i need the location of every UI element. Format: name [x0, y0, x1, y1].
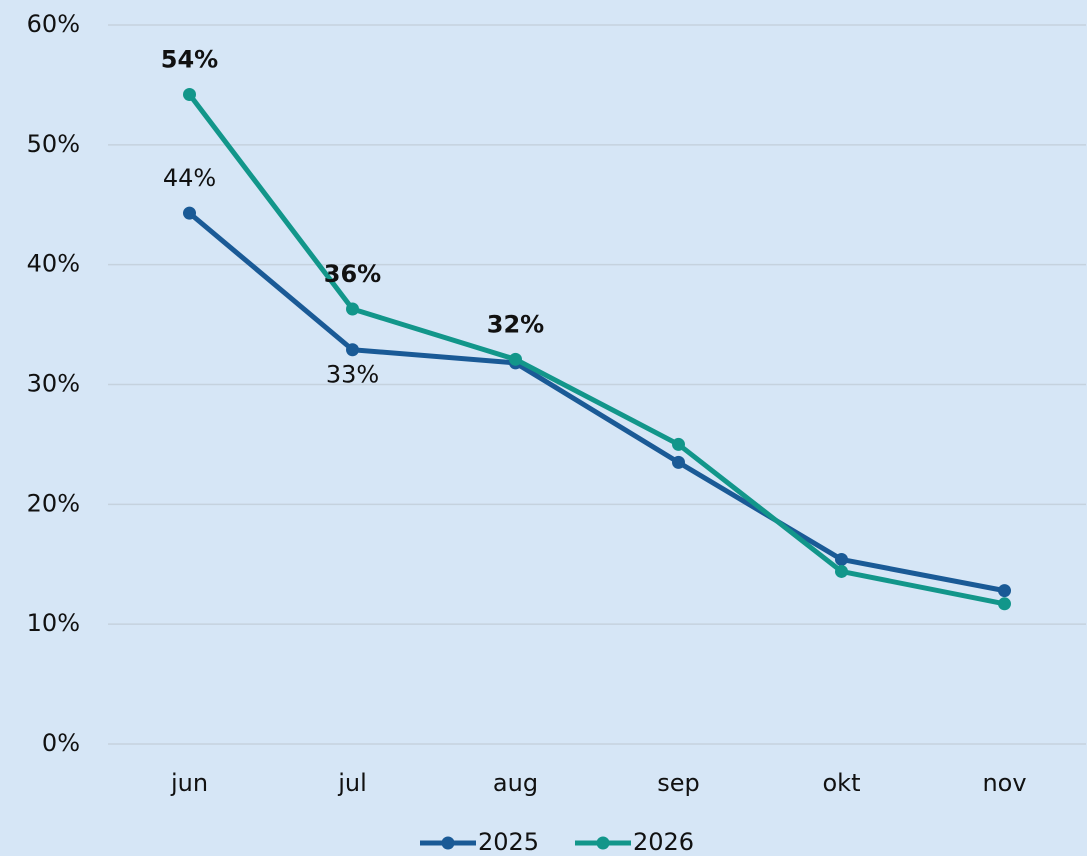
legend-label: 2025: [478, 828, 539, 856]
point: [672, 455, 685, 469]
x-tick-label: okt: [823, 769, 861, 797]
point: [998, 584, 1011, 598]
x-tick-label: aug: [493, 769, 538, 797]
point: [183, 88, 196, 102]
legend-label: 2026: [633, 828, 694, 856]
data-label: 54%: [161, 46, 218, 74]
data-label: 44%: [163, 164, 216, 192]
y-tick-label: 20%: [27, 489, 80, 517]
data-label: 32%: [487, 310, 544, 338]
y-tick-label: 40%: [27, 250, 80, 278]
y-tick-label: 60%: [27, 10, 80, 38]
y-tick-label: 0%: [42, 729, 80, 757]
x-tick-label: jun: [170, 769, 208, 797]
point: [346, 302, 359, 316]
point: [346, 343, 359, 357]
data-label: 33%: [326, 361, 379, 389]
point: [998, 597, 1011, 611]
y-tick-label: 50%: [27, 130, 80, 158]
point: [509, 352, 522, 366]
x-tick-label: nov: [982, 769, 1026, 797]
point: [672, 437, 685, 451]
series-line: [187, 92, 1005, 607]
data-label: 36%: [324, 260, 381, 288]
y-tick-label: 10%: [27, 609, 80, 637]
point: [183, 206, 196, 220]
x-tick-label: jul: [337, 769, 367, 797]
x-tick-label: sep: [657, 769, 700, 797]
series-line: [187, 211, 1005, 594]
legend-marker: [596, 836, 610, 850]
y-tick-label: 30%: [27, 370, 80, 398]
legend-marker: [441, 836, 455, 850]
point: [835, 564, 848, 578]
point: [835, 552, 848, 566]
